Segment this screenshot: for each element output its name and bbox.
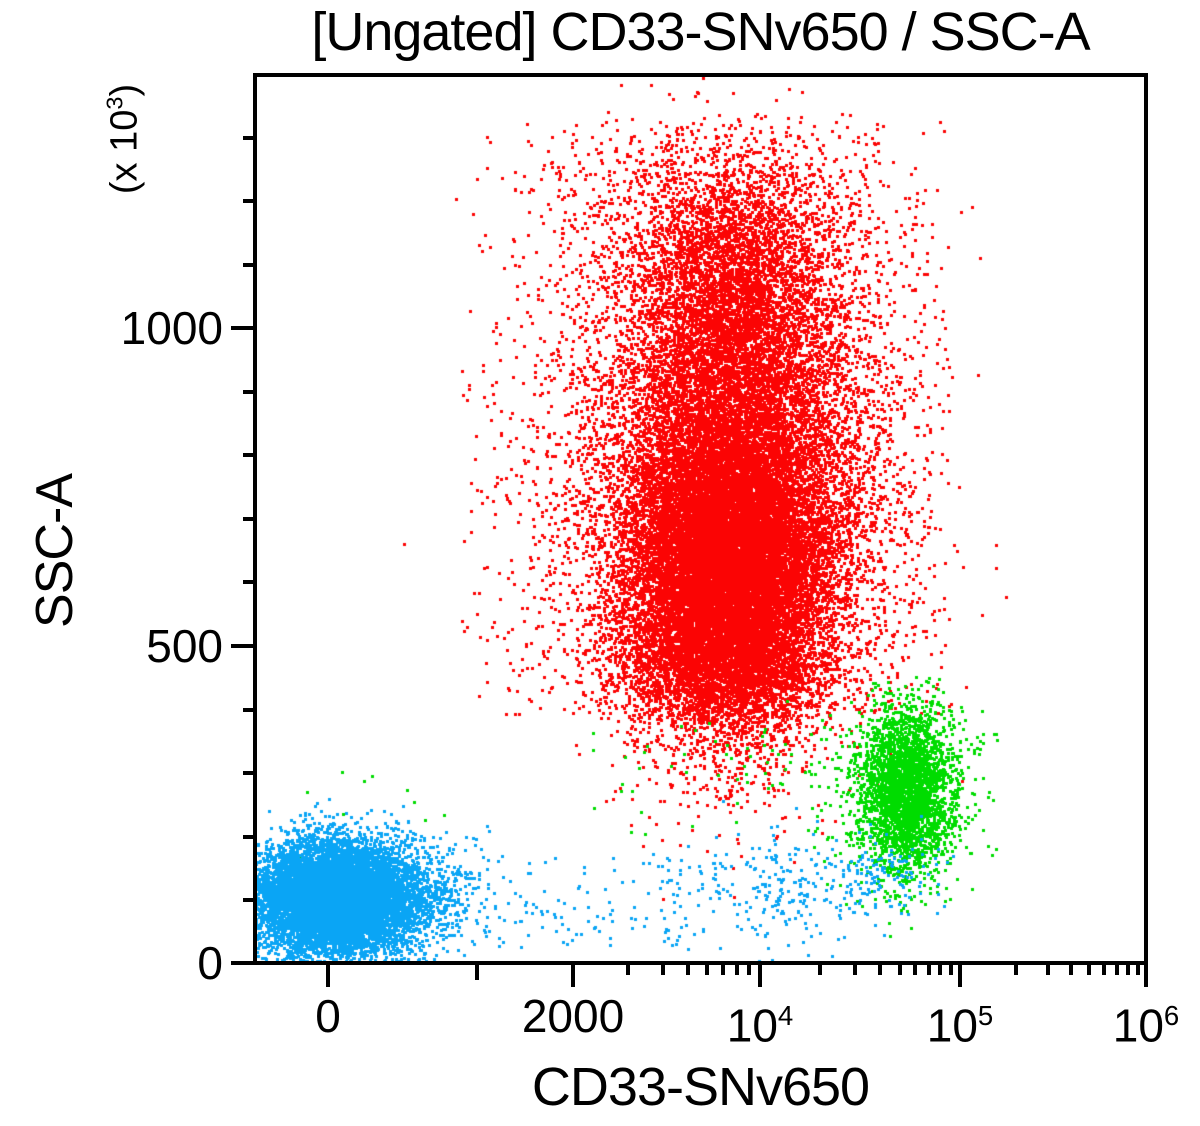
y-major-tick	[231, 961, 253, 965]
x-minor-tick	[1102, 965, 1106, 975]
x-minor-tick	[938, 965, 942, 975]
x-minor-tick	[686, 965, 690, 975]
x-tick-exponent: 6	[1163, 1000, 1180, 1031]
y-axis-unit-suffix: )	[103, 83, 146, 97]
x-minor-tick	[1115, 965, 1119, 975]
x-tick-label: 105	[870, 991, 1050, 1050]
x-minor-tick	[913, 965, 917, 975]
y-minor-tick	[243, 580, 253, 584]
y-minor-tick	[243, 835, 253, 839]
x-tick-value: 10	[726, 999, 778, 1052]
x-minor-tick	[927, 965, 931, 975]
y-minor-tick	[243, 517, 253, 521]
y-tick-label: 0	[197, 937, 223, 989]
scatter-canvas	[257, 77, 1144, 961]
x-minor-tick	[721, 965, 725, 975]
y-minor-tick	[243, 898, 253, 902]
x-minor-tick	[705, 965, 709, 975]
y-minor-tick	[243, 136, 253, 140]
y-axis-label: SSC-A	[26, 474, 84, 628]
x-minor-tick	[747, 965, 751, 975]
x-minor-tick	[661, 965, 665, 975]
x-minor-tick	[818, 965, 822, 975]
x-minor-tick	[878, 965, 882, 975]
y-axis-unit-label: (x 103)	[102, 84, 147, 194]
x-tick-label: 106	[1056, 991, 1200, 1050]
x-minor-tick	[853, 965, 857, 975]
y-minor-tick	[243, 390, 253, 394]
x-tick-exponent: 5	[977, 1000, 994, 1031]
x-major-tick	[1144, 965, 1148, 987]
y-minor-tick	[243, 453, 253, 457]
x-major-tick	[571, 965, 575, 987]
x-tick-value: 2000	[521, 990, 625, 1042]
x-minor-tick	[1126, 965, 1130, 975]
y-axis-unit-prefix: (x 10	[103, 109, 146, 195]
x-minor-tick	[1136, 965, 1140, 975]
y-tick-label: 500	[146, 620, 223, 672]
x-major-tick	[326, 965, 330, 987]
x-tick-value: 10	[926, 999, 978, 1052]
x-tick-label: 104	[670, 991, 850, 1050]
y-major-tick	[231, 644, 253, 648]
x-major-tick	[958, 965, 962, 987]
x-major-tick	[758, 965, 762, 987]
y-minor-tick	[243, 708, 253, 712]
y-major-tick	[231, 326, 253, 330]
x-tick-value: 10	[1112, 999, 1164, 1052]
x-axis-label: CD33-SNv650	[531, 1057, 870, 1117]
y-axis-unit-exponent: 3	[101, 96, 128, 110]
x-tick-label: 0	[238, 991, 418, 1041]
plot-title: [Ungated] CD33-SNv650 / SSC-A	[311, 2, 1090, 62]
x-tick-label: 2000	[483, 991, 663, 1041]
x-minor-tick	[949, 965, 953, 975]
y-tick-label: 1000	[120, 302, 223, 354]
x-minor-tick	[626, 965, 630, 975]
x-minor-tick	[1069, 965, 1073, 975]
y-minor-tick	[243, 199, 253, 203]
x-tick-value: 0	[315, 990, 341, 1042]
y-minor-tick	[243, 771, 253, 775]
y-minor-tick	[243, 263, 253, 267]
x-minor-tick	[1087, 965, 1091, 975]
x-minor-tick	[1046, 965, 1050, 975]
x-minor-tick	[898, 965, 902, 975]
x-minor-tick	[1014, 965, 1018, 975]
x-minor-tick	[735, 965, 739, 975]
plot-frame	[253, 73, 1148, 965]
x-medium-tick	[475, 965, 479, 980]
x-tick-exponent: 4	[777, 1000, 794, 1031]
